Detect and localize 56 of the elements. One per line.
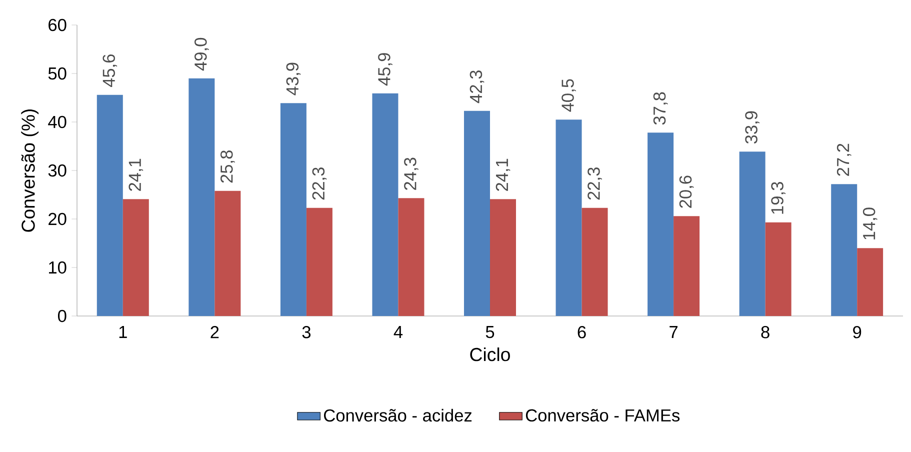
y-tick-label: 30 — [48, 164, 66, 177]
bar — [306, 208, 332, 316]
y-axis-title: Conversão (%) — [21, 109, 39, 232]
y-tick-label: 20 — [48, 212, 66, 226]
data-label: 40,5 — [562, 79, 576, 112]
data-label: 42,3 — [470, 70, 484, 104]
bar — [122, 199, 149, 316]
bar — [372, 93, 398, 316]
x-tick-label: 1 — [119, 326, 127, 338]
x-tick-label: 7 — [670, 326, 678, 338]
x-tick-label: 2 — [210, 326, 219, 338]
bar — [831, 184, 858, 316]
bar — [674, 216, 700, 316]
data-label: 24,1 — [128, 158, 144, 191]
bar — [398, 198, 424, 316]
x-tick-label: 3 — [302, 326, 311, 338]
x-axis-title: Ciclo — [470, 347, 510, 362]
y-tick-label: 0 — [58, 310, 66, 322]
y-tick-label: 40 — [48, 116, 66, 128]
y-tick-label: 10 — [49, 261, 66, 274]
data-label: 43,9 — [286, 62, 301, 96]
bar — [739, 152, 766, 316]
bar — [280, 103, 306, 316]
y-tick-label: 50 — [48, 67, 66, 80]
bar — [857, 248, 884, 316]
data-label: 24,3 — [404, 158, 418, 190]
y-tick-label: 60 — [48, 18, 66, 32]
data-label: 20,6 — [679, 176, 694, 208]
bar — [490, 199, 516, 316]
bar — [464, 110, 490, 316]
data-label: 45,6 — [102, 54, 118, 88]
bar — [96, 94, 123, 316]
x-tick-label: 8 — [761, 326, 770, 338]
x-tick-label: 5 — [486, 326, 494, 338]
bar — [765, 222, 792, 316]
data-label: 22,3 — [588, 167, 602, 200]
x-tick-label: 9 — [853, 326, 862, 338]
data-label: 25,8 — [220, 150, 235, 183]
bar — [648, 132, 674, 316]
x-tick-label: 4 — [394, 326, 403, 338]
bar — [188, 78, 215, 316]
data-label: 14,0 — [862, 208, 878, 240]
data-label: 33,9 — [745, 111, 760, 144]
x-tick-label: 6 — [578, 326, 586, 338]
legend-label: Conversão - FAMEs — [526, 408, 680, 422]
data-label: 49,0 — [194, 38, 209, 71]
data-label: 24,1 — [496, 158, 510, 191]
data-label: 45,9 — [378, 53, 392, 86]
bar — [556, 120, 582, 316]
legend-label: Conversão - acidez — [324, 408, 472, 422]
bar — [582, 208, 608, 316]
bar — [214, 190, 241, 316]
data-label: 27,2 — [836, 144, 852, 176]
data-label: 37,8 — [653, 92, 668, 125]
data-label: 19,3 — [771, 182, 786, 214]
data-label: 22,3 — [312, 167, 327, 200]
